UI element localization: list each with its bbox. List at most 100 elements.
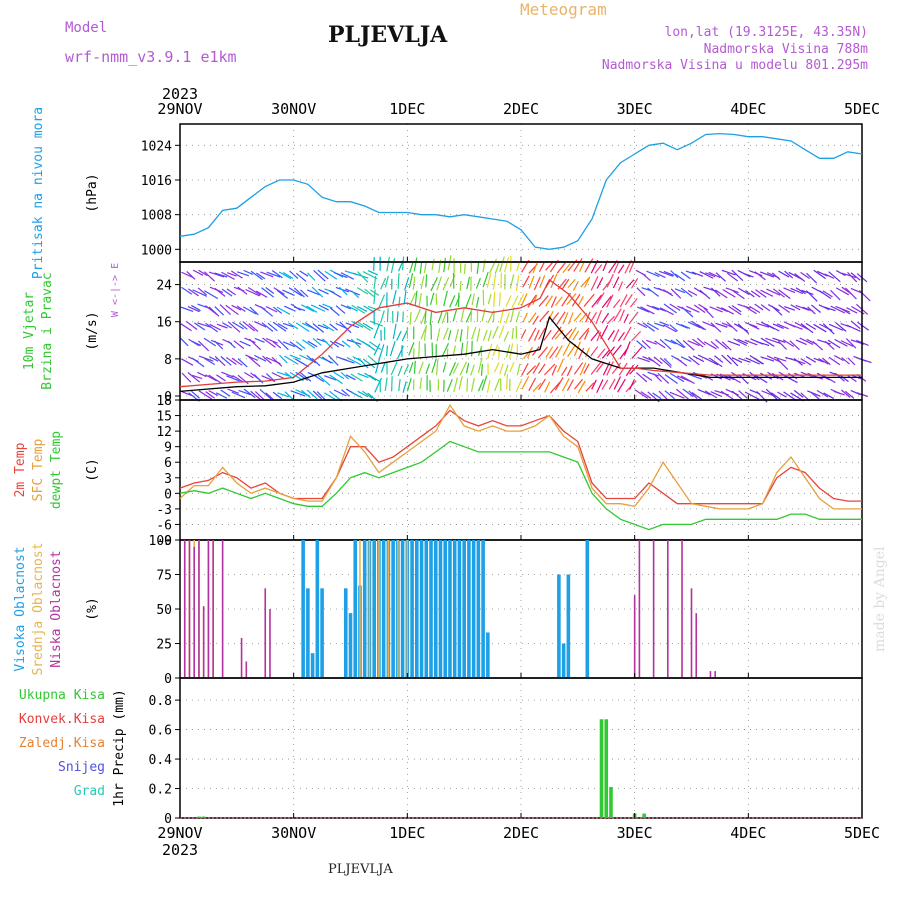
bar-srednja-oblacnost — [368, 540, 371, 678]
wind-barb — [532, 382, 542, 392]
wind-barb — [480, 364, 484, 376]
time-tick-bottom: 30NOV — [271, 824, 316, 842]
wind-barb — [567, 279, 576, 288]
wind-barb — [368, 374, 380, 382]
wind-barb — [625, 364, 634, 377]
wind-barb — [583, 363, 590, 374]
wind-barb — [698, 303, 709, 311]
wind-barb — [413, 360, 416, 374]
wind-barb — [572, 330, 580, 341]
wind-barb — [663, 270, 674, 276]
bar-visoka-oblacnost — [429, 540, 433, 678]
wind-barb — [414, 290, 418, 306]
wind-barb — [231, 391, 246, 399]
panel-ylabel: Pritisak na nivou mora — [31, 107, 46, 279]
panel-ylabel: dewpt Temp — [49, 431, 64, 509]
wind-barb — [664, 390, 675, 400]
wind-barb — [295, 272, 307, 282]
bar-niska-oblacnost — [695, 613, 698, 678]
wind-barb — [306, 305, 318, 313]
y-tick-label: -3 — [156, 503, 172, 518]
wind-barb — [782, 339, 795, 348]
wind-barb — [310, 304, 326, 312]
wind-barb — [339, 321, 352, 334]
wind-barb — [766, 288, 781, 296]
wind-barb — [789, 340, 800, 351]
wind-barb — [772, 288, 785, 298]
wind-barb — [226, 375, 240, 382]
wind-barb — [760, 372, 773, 380]
wind-barb — [642, 373, 653, 381]
wind-barb — [341, 389, 351, 397]
series-line-wind-gust — [179, 278, 862, 388]
wind-barb — [596, 331, 602, 342]
wind-barb — [726, 354, 739, 367]
wind-barb — [617, 331, 625, 342]
wind-barb — [709, 306, 723, 313]
bar-visoka-oblacnost — [433, 540, 438, 678]
wind-barb — [790, 287, 804, 295]
y-tick-label: 16 — [156, 316, 172, 331]
wind-barb — [601, 312, 610, 324]
wind-barb — [262, 355, 272, 364]
wind-barb — [373, 343, 381, 356]
wind-barb — [503, 364, 509, 376]
wind-barb — [635, 372, 648, 383]
wind-barb — [247, 287, 261, 296]
wind-barb — [436, 276, 443, 291]
bar-srednja-oblacnost — [378, 540, 380, 678]
wind-barb — [430, 277, 438, 292]
wind-barb — [197, 287, 207, 296]
bar-visoka-oblacnost — [457, 540, 462, 678]
wind-barb — [367, 355, 379, 365]
wind-barb — [731, 357, 743, 363]
wind-barb — [443, 290, 448, 307]
wind-barb — [675, 357, 688, 367]
bar-visoka-oblacnost — [320, 588, 324, 678]
wind-barb — [573, 312, 582, 322]
wind-barb — [827, 339, 841, 349]
time-tick-top: 4DEC — [730, 100, 766, 118]
wind-barb — [192, 289, 208, 297]
wind-barb — [766, 355, 781, 363]
wind-barb — [738, 390, 748, 399]
panel-ylabel: 2m Temp — [13, 442, 28, 497]
wind-barb — [475, 296, 480, 308]
wind-barb — [424, 310, 427, 325]
time-tick-bottom: 2DEC — [503, 824, 539, 842]
wind-barb — [271, 372, 285, 380]
wind-barb — [567, 326, 577, 341]
wind-barb — [357, 372, 369, 379]
wind-barb — [318, 304, 329, 311]
wind-barb — [191, 357, 205, 368]
wind-barb — [317, 269, 329, 280]
wind-barb — [447, 330, 452, 341]
wind-barb — [248, 323, 259, 332]
wind-barb — [846, 324, 861, 332]
y-tick-label: 75 — [156, 569, 172, 584]
station-title: PLJEVLJA — [328, 22, 448, 48]
wind-barb — [452, 309, 458, 322]
time-tick-top: 5DEC — [844, 100, 880, 118]
wind-barb — [487, 343, 493, 359]
wind-barb — [186, 270, 196, 280]
wind-barb — [715, 289, 728, 299]
wind-barb — [594, 264, 603, 274]
wind-barb — [738, 287, 750, 296]
wind-barb — [482, 329, 488, 342]
wind-barb — [187, 372, 201, 383]
wind-barb — [197, 322, 212, 328]
wind-barb — [390, 258, 396, 274]
wind-barb — [591, 294, 603, 308]
wind-barb — [744, 339, 758, 346]
bar-ukupna-kisa — [599, 719, 604, 818]
wind-barb — [247, 355, 261, 368]
wind-barb — [847, 272, 858, 283]
wind-barb — [409, 292, 416, 306]
wind-barb — [180, 323, 192, 332]
wind-barb — [197, 340, 210, 352]
wind-barb — [312, 390, 323, 400]
wind-barb — [504, 257, 509, 273]
wind-barb — [397, 273, 400, 289]
